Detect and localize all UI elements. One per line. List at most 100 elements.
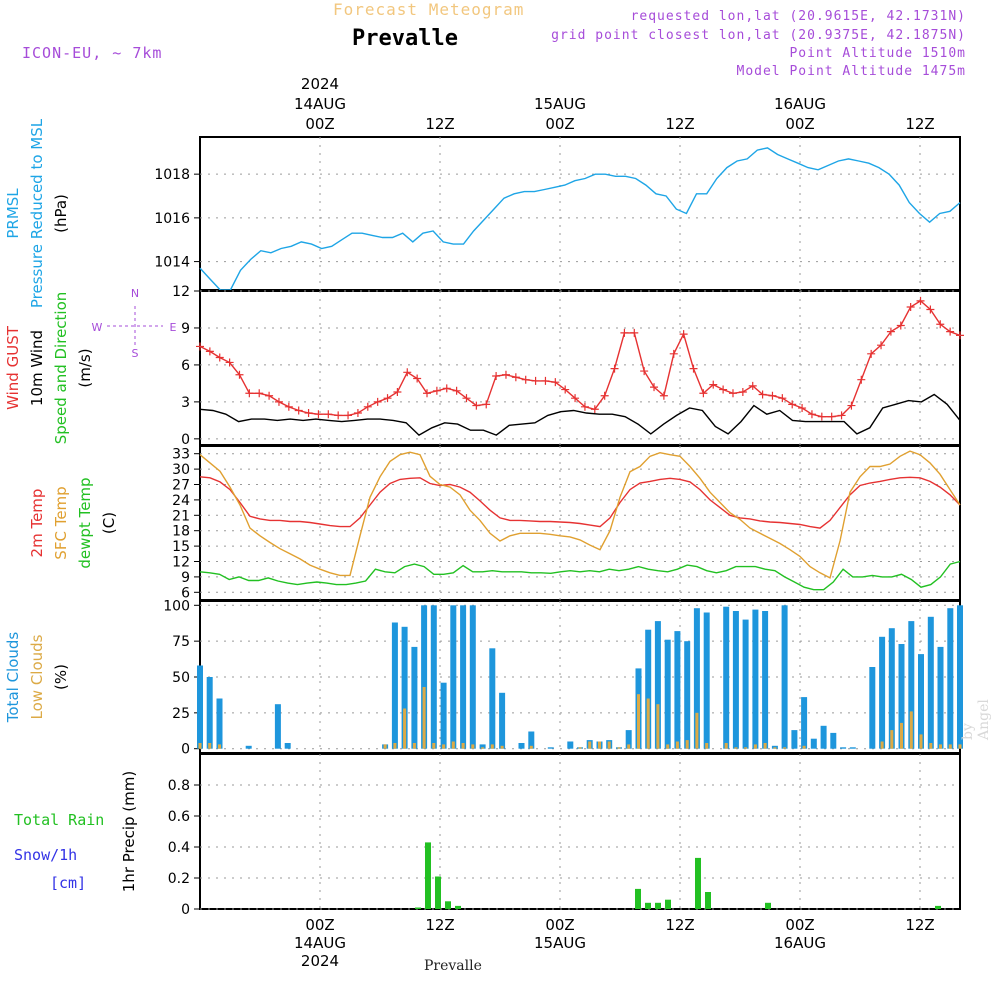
compass-south: S <box>132 347 139 360</box>
time-label-bottom: 00Z <box>305 916 334 934</box>
rain-bar <box>705 892 711 909</box>
time-label-top: 12Z <box>905 115 934 133</box>
gust-point <box>423 389 432 398</box>
model-altitude: Model Point Altitude 1475m <box>736 64 966 79</box>
panel-clouds: 0 25 50 75 100 Total Clouds Low Clouds (%) <box>4 598 963 758</box>
cloud-bar-total <box>957 605 963 749</box>
gust-point <box>472 401 481 410</box>
y-tick-label: 30 <box>172 462 190 478</box>
y-tick-label: 15 <box>172 539 190 555</box>
cloud-bar-low <box>724 743 728 749</box>
time-label-bottom: 12Z <box>665 916 694 934</box>
cloud-bar-low <box>393 743 397 749</box>
cloud-bar-total <box>888 628 895 749</box>
cloud-bar-total <box>752 609 759 749</box>
cloud-bar-low <box>598 741 601 749</box>
cloud-bar-total <box>781 605 788 749</box>
y-tick-label: 27 <box>172 478 190 494</box>
time-label-top: 12Z <box>665 115 694 133</box>
gust-point <box>521 375 530 384</box>
gust-point <box>314 410 323 419</box>
gust-point <box>334 411 343 420</box>
time-label-bottom: 12Z <box>425 916 454 934</box>
gust-point <box>462 394 471 403</box>
time-label-top: 00Z <box>785 115 814 133</box>
cloud-bar-total <box>518 743 525 749</box>
cloud-bar-total <box>937 646 944 749</box>
cloud-bar-total <box>206 677 213 749</box>
gust-point <box>373 397 382 406</box>
gust-point <box>916 296 925 305</box>
cloud-bar-total <box>674 631 681 749</box>
grid-point-coords: grid point closest lon,lat (20.9375E, 42… <box>551 28 966 43</box>
cloud-bar-total <box>801 697 808 749</box>
cloud-bar-total <box>840 747 847 749</box>
y-tick-label: 18 <box>172 524 190 540</box>
gust-point <box>699 389 708 398</box>
gust-point <box>196 342 204 351</box>
cloud-bar-total <box>849 747 856 749</box>
cloud-bar-low <box>617 747 621 749</box>
cloud-bar-low <box>412 743 416 749</box>
time-label-top: 00Z <box>305 115 334 133</box>
gust-point <box>946 327 955 336</box>
legend-snow-unit: [cm] <box>50 874 86 892</box>
cloud-bar-low <box>744 747 748 749</box>
gust-point <box>738 388 747 397</box>
cloud-bar-total <box>898 644 905 749</box>
y-tick-label: 3 <box>181 395 190 411</box>
credit-watermark: by Angel <box>960 699 992 740</box>
cloud-bar-total <box>401 626 408 749</box>
cloud-bar-total <box>654 621 661 749</box>
cloud-bar-total <box>625 730 632 749</box>
cloud-bar-total <box>440 682 447 749</box>
panel-frame <box>199 290 961 446</box>
cloud-bar-low <box>646 698 650 749</box>
gust-point <box>857 375 866 384</box>
y-axis-label: PRMSL <box>4 188 22 239</box>
compass-north: N <box>131 287 139 300</box>
gust-point <box>284 402 293 411</box>
cloud-bar-low <box>890 730 894 749</box>
cloud-bar-total <box>489 648 496 749</box>
cloud-bar-total <box>421 605 428 749</box>
time-label-top: 12Z <box>425 115 454 133</box>
gust-point <box>827 412 836 421</box>
y-axis-label: 2m Temp <box>28 489 46 558</box>
chart-title: Forecast Meteogram <box>333 0 525 19</box>
series-line-dewpt-temp <box>199 560 961 591</box>
compass-icon <box>107 306 163 346</box>
y-axis-label: dewpt Temp <box>76 477 94 568</box>
cloud-bar-low <box>500 745 504 749</box>
cloud-bar-low <box>656 704 660 749</box>
cloud-bar-total <box>771 745 778 749</box>
cloud-bar-low <box>218 744 221 749</box>
cloud-bar-low <box>432 743 436 749</box>
time-label-top: 14AUG <box>294 95 346 113</box>
gust-point <box>768 391 777 400</box>
cloud-bar-low <box>695 712 699 749</box>
y-tick-label: 50 <box>172 670 190 686</box>
y-tick-label: 6 <box>181 358 190 374</box>
cloud-bar-total <box>245 745 252 749</box>
cloud-bar-total <box>723 606 730 749</box>
time-label-bottom: 15AUG <box>534 934 586 952</box>
gust-point <box>867 349 876 358</box>
cloud-bar-total <box>908 621 915 749</box>
series-line-sfc-temp <box>199 450 961 579</box>
cloud-bar-low <box>588 741 592 749</box>
gust-point <box>728 389 737 398</box>
gust-point <box>847 401 856 410</box>
gust-point <box>324 410 333 419</box>
y-axis-label: Total Clouds <box>4 632 22 724</box>
cloud-bar-total <box>479 744 486 749</box>
cloud-bar-low <box>705 743 709 749</box>
cloud-bar-total <box>391 622 398 749</box>
cloud-bar-total <box>684 641 691 749</box>
cloud-bar-total <box>879 636 886 749</box>
point-altitude: Point Altitude 1510m <box>789 46 966 61</box>
cloud-bar-total <box>197 665 203 749</box>
y-tick-label: 21 <box>172 508 190 524</box>
footer-station: Prevalle <box>424 958 482 974</box>
gust-point <box>896 321 905 330</box>
